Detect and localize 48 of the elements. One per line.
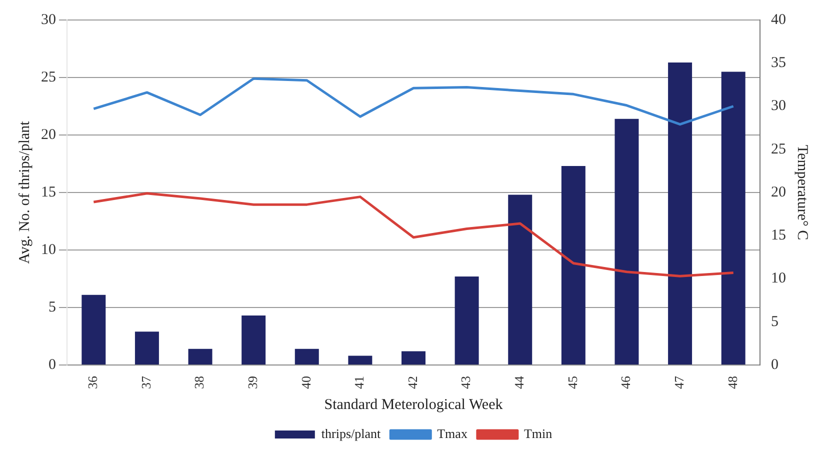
x-tick-label: 36 — [85, 376, 100, 389]
x-tick-label: 38 — [192, 376, 207, 389]
bar — [561, 166, 586, 364]
y2-tick-label: 20 — [771, 184, 786, 200]
bar — [614, 118, 639, 364]
bar — [188, 348, 212, 364]
bar — [454, 276, 479, 364]
bar — [134, 332, 159, 364]
y2-tick-label: 15 — [771, 228, 786, 244]
y-tick-label: 30 — [41, 12, 56, 28]
x-tick-label: 39 — [245, 376, 260, 389]
y2-tick-label: 10 — [771, 270, 786, 287]
x-tick-label: 40 — [298, 376, 314, 389]
x-tick-label: 45 — [564, 376, 580, 389]
y-tick-label: 15 — [41, 184, 56, 200]
x-tick-label: 42 — [404, 376, 420, 389]
legend-label: thrips/plant — [321, 426, 382, 441]
x-tick-label: 44 — [512, 376, 527, 389]
x-tick-label: 47 — [671, 376, 686, 389]
x-axis-title: Standard Meterological Week — [324, 396, 504, 413]
x-tick-label: 43 — [458, 376, 474, 389]
y-tick-label: 25 — [41, 69, 56, 86]
y-tick-label: 5 — [48, 299, 56, 316]
y2-tick-label: 0 — [771, 356, 778, 373]
bar — [721, 72, 746, 364]
x-tick-label: 46 — [618, 376, 634, 389]
y-tick-label: 10 — [41, 242, 56, 258]
bar — [348, 356, 372, 364]
y2-tick-label: 25 — [771, 141, 786, 158]
y2-tick-label: 35 — [771, 55, 786, 72]
y2-tick-label: 30 — [771, 98, 786, 114]
bar — [82, 294, 106, 364]
bar — [508, 194, 532, 364]
y2-axis-title: Temperature° C — [794, 144, 810, 240]
bar — [402, 351, 426, 364]
legend-label: Tmin — [524, 426, 553, 441]
y2-tick-label: 5 — [771, 314, 778, 330]
bar — [294, 348, 319, 364]
legend-label: Tmax — [437, 426, 468, 441]
bar — [668, 62, 692, 364]
x-tick-label: 37 — [138, 376, 154, 389]
x-tick-label: 48 — [724, 376, 740, 389]
y-tick-label: 20 — [41, 126, 56, 143]
bar — [242, 316, 266, 364]
x-tick-label: 41 — [352, 376, 367, 389]
y2-tick-label: 40 — [771, 12, 786, 28]
y-tick-label: 0 — [48, 356, 56, 373]
y-axis-title: Avg. No. of thrips/plant — [16, 120, 33, 264]
